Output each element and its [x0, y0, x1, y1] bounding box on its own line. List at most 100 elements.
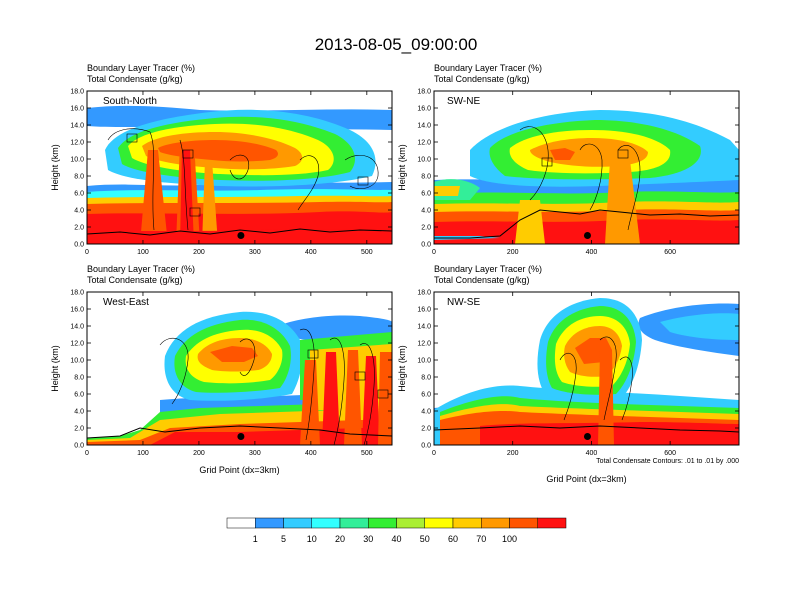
x-tick-label: 400	[305, 249, 317, 256]
colorbar-swatch	[311, 517, 341, 529]
panel-title-line-2: Total Condensate (g/kg)	[87, 74, 183, 84]
y-axis: 0.0 2.0 4.0 6.0 8.0 10.0 12.0 14.0 16.0 18.0	[417, 89, 739, 249]
colorbar: 1 5 10 20 30 40 50 60 70 100	[226, 517, 567, 544]
panel-title-line-2: Total Condensate (g/kg)	[434, 275, 530, 285]
x-tick-label: 400	[586, 450, 598, 457]
y-tick-label: 4.0	[74, 409, 84, 416]
y-tick-label: 18.0	[70, 89, 84, 96]
colorbar-swatch	[396, 517, 425, 529]
x-tick-label: 100	[137, 450, 149, 457]
y-tick-label: 0.0	[74, 242, 84, 249]
panel-nw-se: Boundary Layer Tracer (%) Total Condensa…	[397, 264, 740, 484]
x-tick-label: 0	[85, 249, 89, 256]
panel-label: South-North	[103, 96, 157, 107]
x-tick-label: 400	[305, 450, 317, 457]
y-tick-label: 14.0	[417, 324, 431, 331]
y-tick-label: 6.0	[421, 392, 431, 399]
plot-frame	[86, 90, 393, 245]
contour-field	[87, 91, 392, 244]
x-tick-label: 500	[361, 450, 373, 457]
colorbar-swatch	[339, 517, 369, 529]
y-tick-label: 12.0	[417, 140, 431, 147]
plot-frame	[433, 291, 740, 446]
y-tick-label: 8.0	[421, 375, 431, 382]
x-tick-label: 200	[507, 249, 519, 256]
y-tick-label: 16.0	[70, 106, 84, 113]
location-marker	[583, 433, 591, 440]
y-tick-label: 16.0	[417, 307, 431, 314]
colorbar-label: 30	[363, 534, 373, 544]
y-tick-label: 8.0	[421, 174, 431, 181]
x-tick-label: 300	[249, 249, 261, 256]
location-marker	[583, 232, 591, 239]
contour-field	[87, 292, 392, 445]
panel-title-line-2: Total Condensate (g/kg)	[434, 74, 530, 84]
y-tick-label: 0.0	[421, 242, 431, 249]
y-tick-label: 14.0	[70, 324, 84, 331]
colorbar-swatch	[368, 517, 397, 529]
colorbar-swatch	[283, 517, 312, 529]
colorbar-swatch	[537, 517, 567, 529]
x-axis: 0 100 200 300 400 500	[85, 91, 373, 256]
y-axis-label: Height (km)	[397, 144, 407, 191]
x-tick-label: 200	[193, 450, 205, 457]
y-tick-label: 6.0	[421, 191, 431, 198]
y-tick-label: 4.0	[74, 208, 84, 215]
y-tick-label: 12.0	[417, 341, 431, 348]
y-tick-label: 2.0	[74, 225, 84, 232]
panel-label: NW-SE	[447, 297, 480, 308]
x-tick-label: 0	[432, 249, 436, 256]
colorbar-swatch	[481, 517, 510, 529]
x-axis-label: Grid Point (dx=3km)	[199, 465, 279, 475]
y-tick-label: 10.0	[417, 157, 431, 164]
y-tick-label: 2.0	[74, 426, 84, 433]
y-axis: 0.0 2.0 4.0 6.0 8.0 10.0 12.0 14.0 16.0 18.0	[70, 290, 392, 450]
x-axis: 0 200 400 600	[432, 292, 676, 457]
contour-note: Total Condensate Contours: .01 to .01 by…	[596, 458, 739, 465]
colorbar-swatch	[226, 517, 256, 529]
y-tick-label: 0.0	[421, 443, 431, 450]
y-axis: 0.0 2.0 4.0 6.0 8.0 10.0 12.0 14.0 16.0 18.0	[70, 89, 392, 249]
y-axis-label: Height (km)	[50, 345, 60, 392]
x-tick-label: 500	[361, 249, 373, 256]
y-tick-label: 0.0	[74, 443, 84, 450]
colorbar-label: 70	[476, 534, 486, 544]
colorbar-label: 20	[335, 534, 345, 544]
colorbar-label: 10	[307, 534, 317, 544]
x-tick-label: 200	[507, 450, 519, 457]
colorbar-label: 50	[420, 534, 430, 544]
panel-label: SW-NE	[447, 96, 480, 107]
y-tick-label: 8.0	[74, 375, 84, 382]
x-axis: 0 100 200 300 400 500	[85, 292, 373, 457]
colorbar-swatch	[255, 517, 284, 529]
x-tick-label: 600	[664, 249, 676, 256]
y-tick-label: 6.0	[74, 392, 84, 399]
plot-frame	[86, 291, 393, 446]
y-tick-label: 6.0	[74, 191, 84, 198]
x-axis-label: Grid Point (dx=3km)	[546, 474, 626, 484]
colorbar-label: 60	[448, 534, 458, 544]
figure-title: 2013-08-05_09:00:00	[315, 35, 478, 54]
plot-frame	[433, 90, 740, 245]
x-tick-label: 100	[137, 249, 149, 256]
x-tick-label: 200	[193, 249, 205, 256]
y-tick-label: 18.0	[417, 89, 431, 96]
x-tick-label: 600	[664, 450, 676, 457]
panel-title-line-1: Boundary Layer Tracer (%)	[434, 63, 542, 73]
y-tick-label: 18.0	[70, 290, 84, 297]
y-tick-label: 10.0	[70, 358, 84, 365]
colorbar-label: 1	[253, 534, 258, 544]
colorbar-swatch	[452, 517, 482, 529]
panel-title-line-1: Boundary Layer Tracer (%)	[87, 63, 195, 73]
colorbar-label: 100	[502, 534, 517, 544]
y-tick-label: 12.0	[70, 140, 84, 147]
y-tick-label: 12.0	[70, 341, 84, 348]
y-tick-label: 4.0	[421, 409, 431, 416]
panel-sw-ne: Boundary Layer Tracer (%) Total Condensa…	[397, 63, 740, 256]
y-tick-label: 8.0	[74, 174, 84, 181]
contour-field	[434, 292, 739, 445]
y-axis-label: Height (km)	[397, 345, 407, 392]
x-axis: 0 200 400 600	[432, 91, 676, 256]
colorbar-label: 40	[391, 534, 401, 544]
